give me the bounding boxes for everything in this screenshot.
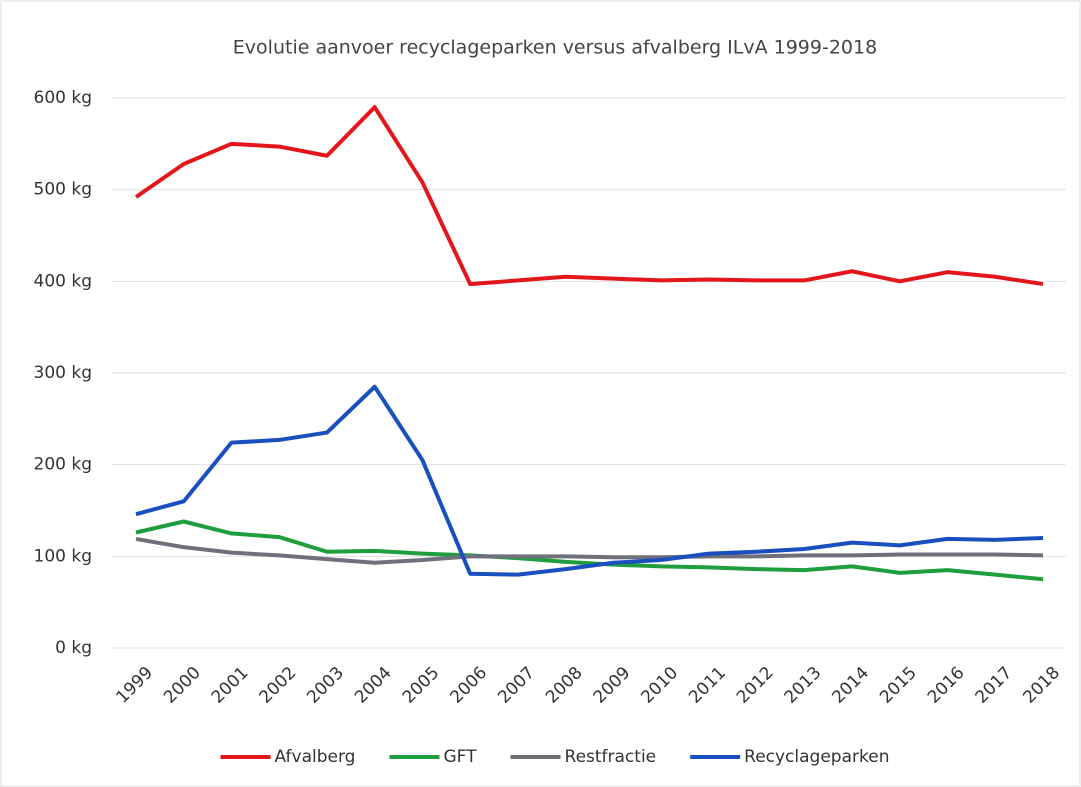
y-tick-label: 300 kg — [34, 363, 93, 383]
y-tick-label: 500 kg — [34, 180, 93, 200]
y-tick-label: 100 kg — [34, 546, 93, 566]
y-tick-label: 400 kg — [34, 271, 93, 291]
y-tick-label: 200 kg — [34, 455, 93, 475]
series-line — [135, 384, 1044, 577]
legend-label: Recyclageparken — [744, 747, 889, 767]
y-tick-label: 600 kg — [34, 88, 93, 108]
legend-label: Afvalberg — [275, 747, 356, 767]
series-line — [135, 536, 1044, 565]
legend-label: GFT — [443, 747, 477, 767]
y-tick-label: 0 kg — [55, 638, 92, 658]
chart-title: Evolutie aanvoer recyclageparken versus … — [233, 37, 877, 59]
series-line — [135, 519, 1044, 582]
series-line — [134, 105, 1044, 287]
legend-label: Restfractie — [565, 747, 657, 767]
